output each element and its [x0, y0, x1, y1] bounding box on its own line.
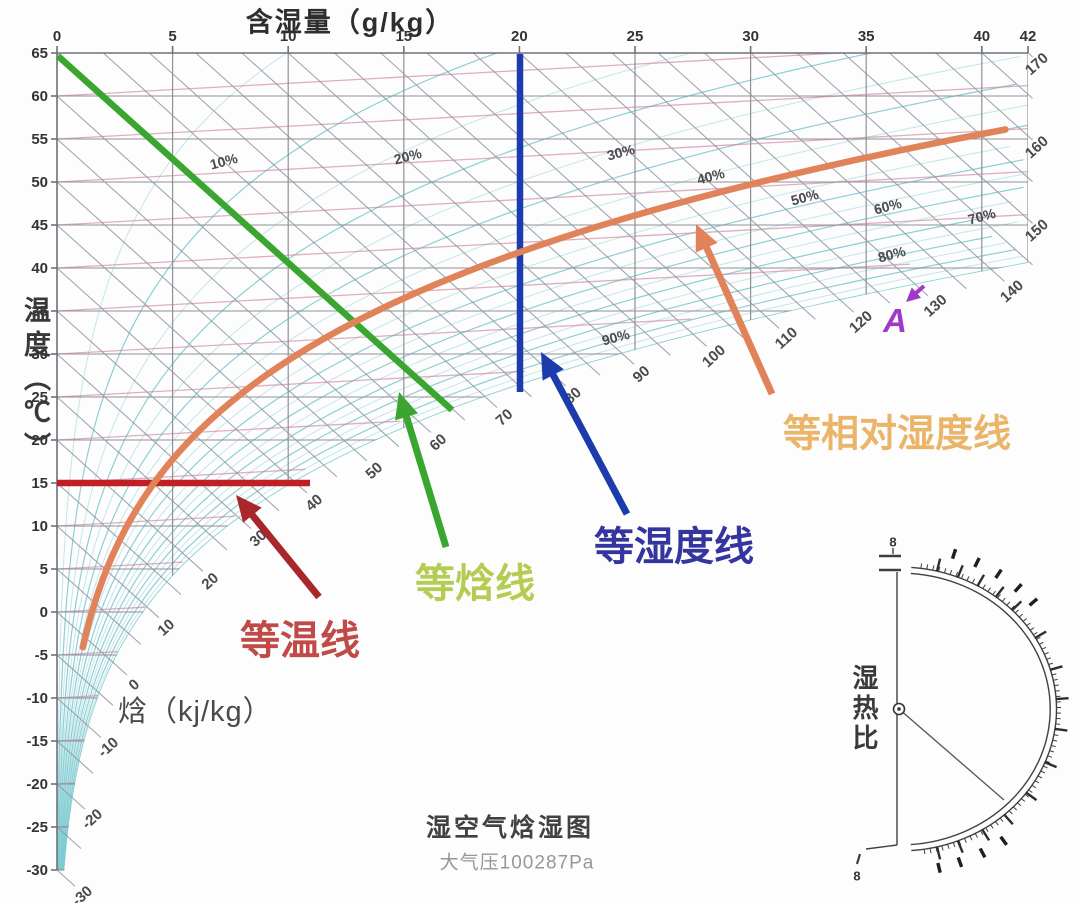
svg-text:40: 40 — [302, 491, 326, 515]
grid-layer — [57, 53, 1028, 871]
iso-moisture-arrow — [541, 352, 631, 516]
svg-text:10: 10 — [280, 28, 297, 45]
svg-text:10%: 10% — [208, 150, 240, 173]
svg-text:35: 35 — [858, 28, 875, 45]
svg-text:15: 15 — [395, 28, 412, 45]
svg-text:-10: -10 — [26, 690, 48, 707]
svg-text:-20: -20 — [26, 776, 48, 793]
svg-text:30: 30 — [31, 346, 48, 363]
svg-text:5: 5 — [40, 561, 48, 578]
svg-text:-5: -5 — [35, 647, 48, 664]
svg-text:90: 90 — [630, 362, 654, 386]
svg-text:-10: -10 — [95, 734, 122, 761]
point-a-arrow — [906, 284, 926, 302]
svg-text:55: 55 — [31, 131, 48, 148]
svg-text:130: 130 — [921, 291, 951, 320]
svg-text:10: 10 — [31, 518, 48, 535]
svg-text:60%: 60% — [872, 195, 904, 218]
svg-text:5: 5 — [168, 28, 176, 45]
svg-text:15: 15 — [31, 475, 48, 492]
svg-text:50: 50 — [31, 174, 48, 191]
svg-text:-20: -20 — [79, 806, 106, 833]
svg-text:30: 30 — [742, 28, 759, 45]
svg-text:-30: -30 — [69, 883, 96, 903]
svg-text:30%: 30% — [605, 141, 637, 164]
axes-layer: 0 5 10 15 20 25 30 35 40 426560555045403530252015… — [26, 28, 1036, 879]
svg-text:170: 170 — [1022, 49, 1052, 78]
svg-text:40: 40 — [973, 28, 990, 45]
svg-text:0: 0 — [40, 604, 48, 621]
svg-text:25: 25 — [627, 28, 644, 45]
svg-text:40: 40 — [31, 260, 48, 277]
svg-text:-15: -15 — [26, 733, 48, 750]
svg-text:50%: 50% — [789, 186, 821, 209]
svg-text:70%: 70% — [966, 205, 998, 228]
svg-text:20: 20 — [31, 432, 48, 449]
svg-text:60: 60 — [31, 88, 48, 105]
svg-text:20: 20 — [198, 569, 222, 593]
svg-text:10: 10 — [154, 616, 178, 640]
svg-text:-25: -25 — [26, 819, 48, 836]
isotherm-arrow — [236, 495, 322, 600]
iso-rh-arrow — [695, 224, 776, 396]
svg-text:120: 120 — [846, 307, 876, 336]
svg-text:60: 60 — [426, 431, 450, 455]
highlight-lines-layer — [55, 53, 1009, 651]
svg-text:0: 0 — [126, 676, 144, 694]
iso-rh-line-40 — [79, 126, 1009, 651]
svg-text:70: 70 — [493, 406, 517, 430]
svg-text:45: 45 — [31, 217, 48, 234]
svg-text:160: 160 — [1022, 133, 1052, 162]
svg-text:-30: -30 — [26, 862, 48, 879]
enthalpy-lines-layer: -30-20-100102030405060708090100110120130… — [56, 49, 1052, 903]
svg-text:40%: 40% — [695, 165, 727, 188]
svg-text:20: 20 — [511, 28, 528, 45]
iso-enthalpy-arrow — [395, 392, 450, 549]
svg-text:90%: 90% — [600, 326, 632, 349]
svg-text:80%: 80% — [876, 243, 908, 266]
heat-moisture-ratio-protractor — [855, 548, 1069, 874]
svg-text:65: 65 — [31, 45, 48, 62]
svg-text:50: 50 — [362, 459, 386, 483]
svg-text:42: 42 — [1020, 28, 1037, 45]
svg-text:100: 100 — [699, 342, 729, 371]
svg-text:140: 140 — [997, 277, 1027, 306]
iso-enthalpy-line-65 — [55, 53, 455, 413]
svg-text:0: 0 — [53, 28, 61, 45]
svg-text:20%: 20% — [392, 145, 424, 168]
svg-text:25: 25 — [31, 389, 48, 406]
svg-text:35: 35 — [31, 303, 48, 320]
svg-text:110: 110 — [772, 324, 801, 353]
svg-text:150: 150 — [1022, 216, 1052, 245]
